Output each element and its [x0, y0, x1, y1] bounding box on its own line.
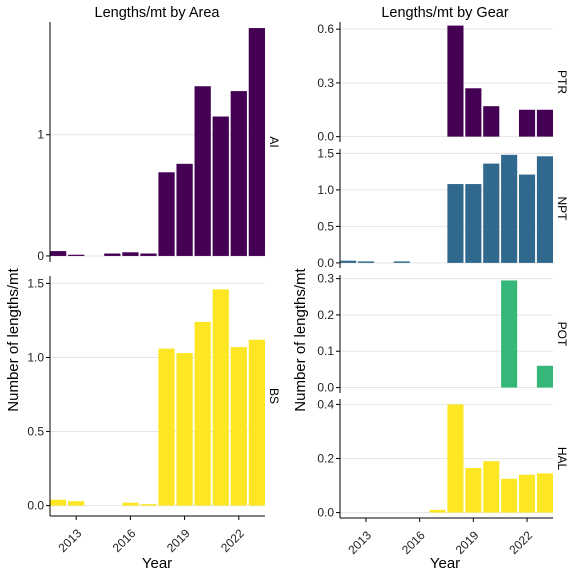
y-tick-label: 0.0 — [317, 381, 334, 395]
y-tick-label: 0.5 — [27, 425, 44, 439]
bar-ai-2023 — [248, 28, 265, 256]
x-tick-label: 2016 — [399, 528, 428, 557]
bar-ai-2022 — [230, 91, 247, 256]
x-axis-label: Year — [430, 555, 460, 572]
y-tick-label: 1 — [37, 128, 44, 142]
y-tick-label: 0.5 — [317, 219, 334, 233]
y-tick-label: 0.0 — [317, 256, 334, 270]
y-tick-label: 0.2 — [317, 308, 334, 322]
y-tick-label: 0.3 — [317, 272, 334, 286]
x-tick-label: 2022 — [506, 528, 535, 557]
y-tick-label: 0.0 — [317, 506, 334, 520]
facet-strip-label: POT — [555, 322, 569, 347]
bar-bs-2013 — [68, 501, 85, 506]
chart-title: Lengths/mt by Area — [95, 5, 221, 21]
bar-pot-2021 — [501, 280, 518, 388]
bar-bs-2012 — [50, 499, 67, 506]
bar-ai-2017 — [140, 253, 157, 256]
bar-hal-2018 — [447, 404, 464, 513]
bar-ai-2021 — [212, 116, 229, 256]
facet-strip-label: BS — [267, 388, 281, 404]
x-tick-label: 2022 — [218, 526, 247, 555]
y-tick-label: 1.5 — [317, 146, 334, 160]
x-tick-label: 2013 — [56, 526, 85, 555]
bar-npt-2019 — [465, 184, 482, 263]
bar-ptr-2022 — [518, 109, 536, 137]
bar-ptr-2019 — [465, 88, 482, 137]
bar-pot-2023 — [536, 365, 553, 388]
y-tick-label: 0.1 — [317, 344, 334, 358]
bar-hal-2017 — [429, 509, 446, 513]
y-tick-label: 0.0 — [27, 499, 44, 513]
bar-ptr-2020 — [483, 106, 500, 137]
bar-hal-2022 — [518, 474, 536, 513]
bar-ai-2013 — [68, 254, 85, 256]
x-axis-label: Year — [142, 555, 172, 572]
chart-title: Lengths/mt by Gear — [381, 5, 509, 21]
y-axis-label: Number of lengths/mt — [5, 267, 22, 411]
y-tick-label: 0.0 — [317, 130, 334, 144]
bar-npt-2021 — [501, 154, 518, 263]
bar-bs-2023 — [248, 339, 265, 506]
bar-ptr-2018 — [447, 25, 464, 137]
bar-ai-2018 — [158, 172, 175, 256]
bar-npt-2015 — [393, 261, 410, 263]
facet-strip-label: PTR — [555, 70, 569, 94]
bar-bs-2019 — [176, 353, 193, 506]
facet-strip-label: NPT — [555, 197, 569, 222]
bar-npt-2012 — [340, 260, 357, 263]
bar-ai-2015 — [104, 253, 121, 256]
bar-bs-2017 — [140, 504, 157, 506]
bar-npt-2018 — [447, 184, 464, 263]
y-tick-label: 1.5 — [27, 276, 44, 290]
bar-bs-2020 — [194, 321, 211, 506]
facet-strip-label: HAL — [555, 447, 569, 471]
bar-npt-2020 — [483, 163, 500, 263]
bar-npt-2013 — [357, 261, 375, 263]
bar-bs-2022 — [230, 347, 247, 506]
bar-hal-2020 — [483, 461, 500, 513]
bar-npt-2023 — [536, 156, 553, 263]
bar-hal-2021 — [501, 478, 518, 513]
y-tick-label: 0.4 — [317, 397, 334, 411]
y-tick-label: 0 — [37, 249, 44, 263]
bar-bs-2021 — [212, 289, 229, 506]
facet-strip-label: AI — [267, 136, 281, 147]
y-tick-label: 0.6 — [317, 22, 334, 36]
bar-bs-2018 — [158, 348, 175, 506]
bar-ptr-2023 — [536, 109, 553, 137]
bar-ai-2016 — [122, 252, 139, 256]
bar-bs-2016 — [122, 502, 139, 506]
y-tick-label: 0.2 — [317, 452, 334, 466]
y-tick-label: 1.0 — [27, 350, 44, 364]
y-tick-label: 1.0 — [317, 183, 334, 197]
y-axis-label: Number of lengths/mt — [292, 267, 309, 411]
bar-hal-2023 — [536, 473, 553, 513]
bar-npt-2022 — [518, 174, 536, 263]
bar-ai-2020 — [194, 86, 211, 256]
x-tick-label: 2019 — [453, 528, 482, 557]
x-tick-label: 2013 — [345, 528, 374, 557]
x-tick-label: 2016 — [110, 526, 139, 555]
bar-hal-2019 — [465, 467, 482, 513]
y-tick-label: 0.3 — [317, 76, 334, 90]
bar-ai-2012 — [50, 251, 67, 256]
bar-ai-2019 — [176, 163, 193, 256]
x-tick-label: 2019 — [164, 526, 193, 555]
